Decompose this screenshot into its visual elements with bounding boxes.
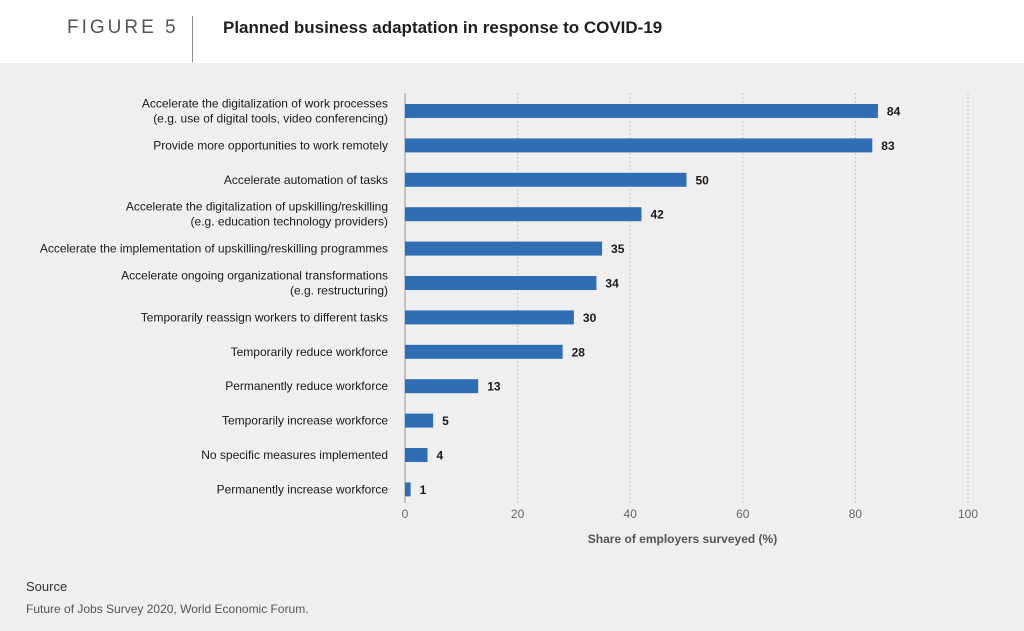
category-label: Permanently increase workforce	[217, 482, 389, 496]
category-label: (e.g. education technology providers)	[191, 215, 388, 229]
header-divider	[192, 16, 193, 62]
bar	[405, 344, 563, 359]
bar	[405, 138, 873, 153]
bar	[405, 413, 434, 428]
category-label: Accelerate automation of tasks	[224, 173, 388, 187]
value-label: 5	[442, 414, 449, 428]
chart-title: Planned business adaptation in response …	[223, 18, 663, 37]
x-tick-label: 80	[849, 507, 863, 521]
bar	[405, 379, 479, 394]
category-label: (e.g. use of digital tools, video confer…	[153, 112, 388, 126]
value-label: 34	[605, 277, 619, 291]
bar	[405, 241, 603, 256]
bar	[405, 104, 878, 118]
value-label: 84	[887, 105, 901, 119]
value-label: 30	[583, 311, 597, 325]
category-label: Temporarily reduce workforce	[231, 345, 389, 359]
category-label: Accelerate ongoing organizational transf…	[121, 269, 388, 283]
bar-chart: 0 20 40 60 80 100 84 Accelerate the digitalizat…	[40, 93, 978, 546]
value-label: 42	[650, 208, 664, 222]
bar	[405, 172, 687, 187]
x-tick-label: 40	[624, 507, 638, 521]
category-label: Permanently reduce workforce	[225, 379, 388, 393]
category-label: Accelerate the implementation of upskill…	[40, 242, 388, 256]
category-label: Temporarily increase workforce	[222, 414, 388, 428]
x-tick-label: 60	[736, 507, 750, 521]
figure-header: FIGURE 5 Planned business adaptation in …	[0, 0, 1024, 63]
value-label: 1	[420, 483, 427, 497]
x-axis-title: Share of employers surveyed (%)	[588, 532, 777, 546]
figure-label: FIGURE 5	[67, 17, 179, 38]
category-label: Temporarily reassign workers to differen…	[141, 310, 388, 324]
bar	[405, 482, 411, 497]
category-label: No specific measures implemented	[201, 448, 388, 462]
value-label: 83	[881, 139, 895, 153]
value-label: 4	[437, 449, 444, 463]
value-label: 13	[487, 380, 501, 394]
value-label: 50	[696, 173, 710, 187]
category-label: (e.g. restructuring)	[290, 284, 388, 298]
value-label: 28	[572, 345, 586, 359]
bar	[405, 310, 574, 325]
bar	[405, 448, 428, 462]
chart-panel: 0 20 40 60 80 100 84 Accelerate the digitalizat…	[0, 63, 1024, 631]
source-text: Future of Jobs Survey 2020, World Econom…	[26, 602, 309, 616]
category-label: Accelerate the digitalization of work pr…	[142, 97, 388, 111]
x-tick-label: 0	[402, 507, 409, 521]
source-heading: Source	[26, 579, 68, 594]
x-tick-label: 100	[958, 507, 978, 521]
category-label: Provide more opportunities to work remot…	[153, 138, 388, 152]
value-label: 35	[611, 242, 625, 256]
category-label: Accelerate the digitalization of upskill…	[126, 200, 388, 214]
bar	[405, 276, 597, 290]
bar	[405, 207, 642, 222]
x-tick-label: 20	[511, 507, 525, 521]
